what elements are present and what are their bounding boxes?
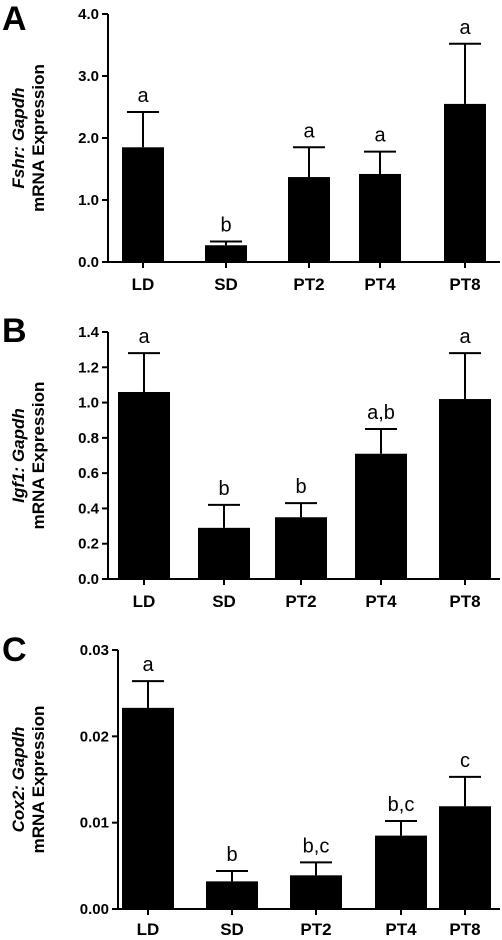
y-tick-label: 0.6 xyxy=(78,465,99,482)
y-axis-label-expression: mRNA Expression xyxy=(29,382,48,530)
x-tick-label-pt8: PT8 xyxy=(449,592,480,611)
significance-label-pt8: c xyxy=(460,750,470,772)
y-tick-label: 0.00 xyxy=(80,901,109,918)
x-tick-label-pt4: PT4 xyxy=(364,275,396,294)
significance-label-pt2: a xyxy=(303,120,315,142)
panel-b: B Igf1: Gapdh mRNA Expression 0.0 0.2 0.4 0.6 0… xyxy=(2,312,500,611)
bar-pt2 xyxy=(290,875,342,909)
y-axis-label-ratio: Igf1: Gapdh xyxy=(9,408,28,502)
y-tick-label: 0.4 xyxy=(78,500,100,517)
y-tick-label: 1.4 xyxy=(78,324,100,341)
y-axis-label-expression: mRNA Expression xyxy=(29,706,48,854)
significance-label-ld: a xyxy=(142,654,154,676)
significance-label-sd: b xyxy=(220,215,231,237)
significance-label-pt4: a,b xyxy=(367,402,395,424)
significance-label-pt2: b,c xyxy=(303,835,330,857)
y-axis-label-ratio: Cox2: Gapdh xyxy=(9,727,28,833)
bar-ld xyxy=(118,391,170,579)
panel-letter: C xyxy=(2,631,27,669)
x-tick-label-pt2: PT2 xyxy=(293,275,324,294)
bar-ld xyxy=(122,147,164,262)
y-tick-label: 3.0 xyxy=(78,68,99,85)
y-tick-label: 1.2 xyxy=(78,359,99,376)
x-tick-label-pt4: PT4 xyxy=(365,592,397,611)
y-tick-label: 1.0 xyxy=(78,395,99,412)
significance-label-pt4: b,c xyxy=(388,794,415,816)
y-tick-label: 0.0 xyxy=(78,254,99,271)
x-tick-label-sd: SD xyxy=(214,275,238,294)
panel-letter: A xyxy=(2,0,27,38)
bar-sd xyxy=(205,245,247,262)
x-tick-label-sd: SD xyxy=(220,920,244,939)
bar-pt2 xyxy=(275,517,327,579)
bar-pt2 xyxy=(288,177,330,262)
bar-pt8 xyxy=(444,103,486,263)
y-axis-label-expression: mRNA Expression xyxy=(29,64,48,212)
y-tick-label: 0.0 xyxy=(78,571,99,588)
bar-ld xyxy=(122,707,174,909)
bar-pt4 xyxy=(355,453,407,579)
significance-label-ld: a xyxy=(137,85,149,107)
x-tick-label-pt4: PT4 xyxy=(385,920,417,939)
y-tick-label: 0.03 xyxy=(80,642,109,659)
significance-label-pt8: a xyxy=(459,326,471,348)
x-tick-label-pt2: PT2 xyxy=(285,592,316,611)
y-tick-label: 1.0 xyxy=(78,192,99,209)
y-axis-label-ratio: Fshr: Gapdh xyxy=(9,87,28,188)
bar-pt4 xyxy=(375,835,427,909)
panel-c: C Cox2: Gapdh mRNA Expression 0.00 0.01 0.02 0… xyxy=(2,631,500,939)
x-tick-label-pt2: PT2 xyxy=(300,920,331,939)
y-tick-label: 0.02 xyxy=(80,728,109,745)
significance-label-pt8: a xyxy=(459,17,471,39)
y-tick-label: 4.0 xyxy=(78,6,99,23)
x-tick-label-ld: LD xyxy=(137,920,160,939)
bar-sd xyxy=(198,527,250,579)
bar-pt4 xyxy=(359,173,401,262)
x-tick-label-pt8: PT8 xyxy=(449,275,480,294)
significance-label-pt2: b xyxy=(295,476,306,498)
y-tick-label: 0.01 xyxy=(80,815,109,832)
y-tick-label: 2.0 xyxy=(78,130,99,147)
x-tick-label-ld: LD xyxy=(133,592,156,611)
bar-sd xyxy=(206,881,258,909)
x-tick-label-ld: LD xyxy=(132,275,155,294)
significance-label-sd: b xyxy=(218,478,229,500)
bar-pt8 xyxy=(439,806,491,909)
significance-label-pt4: a xyxy=(374,125,386,147)
panel-a: A Fshr: Gapdh mRNA Expression 0.0 1.0 2.0 3.0 4… xyxy=(2,0,500,294)
significance-label-sd: b xyxy=(226,844,237,866)
bar-pt8 xyxy=(439,399,491,579)
y-tick-label: 0.8 xyxy=(78,430,99,447)
x-tick-label-sd: SD xyxy=(212,592,236,611)
y-tick-label: 0.2 xyxy=(78,536,99,553)
x-tick-label-pt8: PT8 xyxy=(449,920,480,939)
panel-letter: B xyxy=(2,312,27,350)
significance-label-ld: a xyxy=(138,326,150,348)
